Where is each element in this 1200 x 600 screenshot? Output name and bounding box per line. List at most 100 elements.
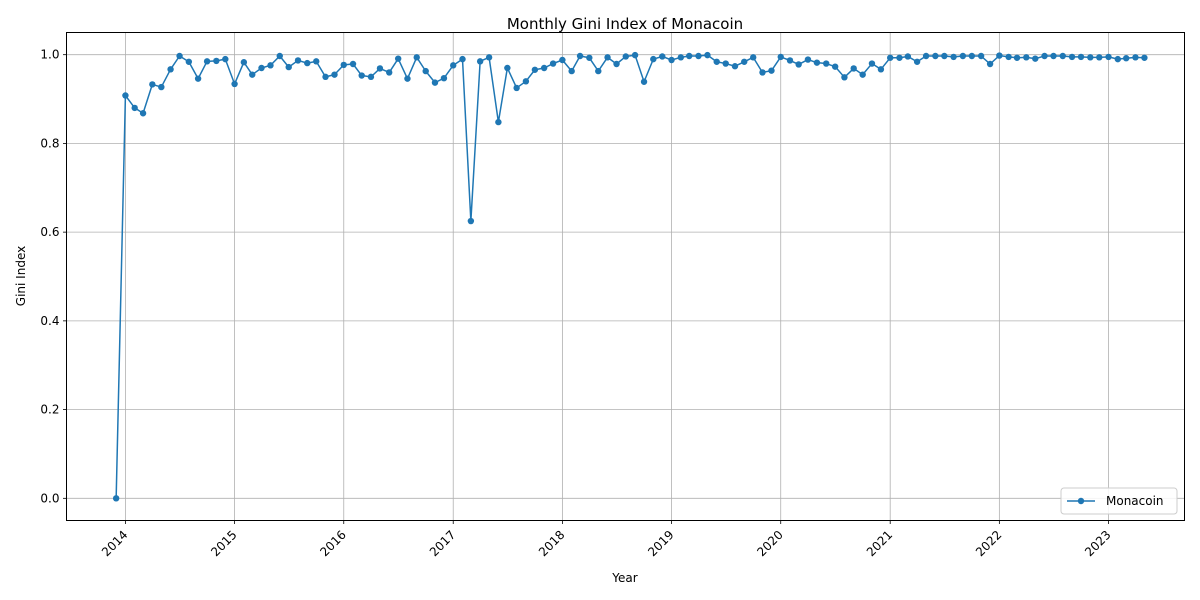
data-point: [795, 61, 802, 68]
legend-label: Monacoin: [1106, 494, 1164, 508]
data-point: [340, 61, 347, 69]
data-point: [922, 52, 930, 60]
data-point: [659, 53, 666, 60]
data-point: [568, 67, 575, 75]
data-point: [267, 62, 274, 69]
data-point: [112, 495, 120, 502]
data-point: [1077, 53, 1085, 61]
plot-frame: [66, 32, 1185, 521]
legend: Monacoin: [1060, 487, 1178, 515]
data-point: [513, 84, 520, 92]
data-point: [996, 52, 1003, 59]
data-point: [595, 67, 602, 75]
data-point: [304, 59, 311, 67]
data-point: [149, 81, 156, 88]
data-point: [194, 75, 202, 82]
data-point: [722, 60, 729, 67]
data-point: [1023, 54, 1030, 61]
data-point: [831, 63, 839, 70]
data-point: [959, 52, 967, 60]
data-point: [404, 75, 411, 82]
legend-marker-sample: [1077, 497, 1085, 505]
data-point: [213, 57, 220, 65]
data-point: [276, 52, 283, 60]
data-point: [576, 52, 584, 60]
data-point: [804, 56, 812, 63]
data-point: [176, 52, 183, 60]
data-points: [112, 51, 1148, 502]
data-point: [977, 52, 985, 60]
data-point: [941, 52, 948, 60]
data-point: [968, 52, 976, 60]
data-point: [459, 55, 466, 63]
data-point: [1105, 53, 1112, 61]
data-point: [485, 54, 493, 61]
data-point: [1013, 54, 1021, 61]
data-point: [731, 63, 739, 70]
data-point: [813, 59, 821, 66]
data-point: [640, 78, 648, 85]
data-point: [495, 118, 502, 126]
data-point: [650, 55, 657, 63]
data-point: [258, 64, 265, 72]
data-point: [586, 54, 593, 61]
data-point: [859, 71, 866, 78]
data-point: [285, 63, 292, 71]
data-point: [467, 217, 475, 225]
data-point: [1122, 55, 1130, 62]
data-point: [1059, 52, 1066, 60]
y-tick-label: 0.0: [40, 491, 59, 505]
data-point: [167, 66, 174, 73]
data-point: [1005, 53, 1012, 61]
data-point: [768, 67, 775, 74]
data-point: [677, 54, 685, 61]
data-point: [1132, 54, 1139, 61]
data-point: [604, 54, 611, 61]
data-point: [131, 104, 138, 112]
data-point: [868, 60, 876, 67]
data-point: [531, 66, 539, 73]
data-point: [294, 57, 302, 64]
data-point: [613, 60, 620, 68]
data-point: [431, 79, 439, 86]
data-point: [222, 55, 229, 63]
y-tick-label: 0.8: [40, 136, 59, 150]
data-point: [1041, 52, 1048, 60]
data-point: [358, 72, 365, 79]
data-point: [913, 58, 921, 65]
data-point: [786, 57, 794, 64]
data-point: [741, 58, 748, 65]
data-point: [122, 92, 129, 99]
data-point: [1096, 54, 1103, 61]
data-point: [850, 65, 857, 72]
data-point: [759, 69, 766, 76]
data-point: [349, 60, 357, 68]
data-point: [822, 60, 830, 67]
data-point: [750, 54, 757, 61]
data-point: [1050, 52, 1057, 60]
data-point: [704, 51, 711, 59]
data-point: [904, 53, 912, 60]
data-point: [1087, 54, 1094, 61]
data-point: [877, 66, 885, 73]
data-point: [394, 55, 402, 62]
y-axis-ticks: 0.0 0.2 0.4 0.6 0.8 1.0: [40, 48, 67, 505]
data-point: [158, 83, 165, 91]
data-point: [322, 73, 329, 81]
data-point: [203, 58, 211, 65]
data-point: [522, 78, 530, 85]
data-point: [313, 58, 320, 65]
y-tick-label: 0.2: [40, 403, 59, 417]
data-point: [1141, 54, 1148, 61]
data-point: [139, 110, 147, 117]
data-point: [686, 52, 693, 60]
data-point: [1068, 53, 1076, 61]
data-point: [367, 73, 375, 81]
data-point: [231, 80, 238, 88]
data-point: [1032, 55, 1039, 62]
data-point: [549, 60, 557, 67]
data-point: [413, 54, 420, 61]
y-axis-title: Gini Index: [14, 246, 28, 306]
grid-lines: [66, 32, 1185, 521]
